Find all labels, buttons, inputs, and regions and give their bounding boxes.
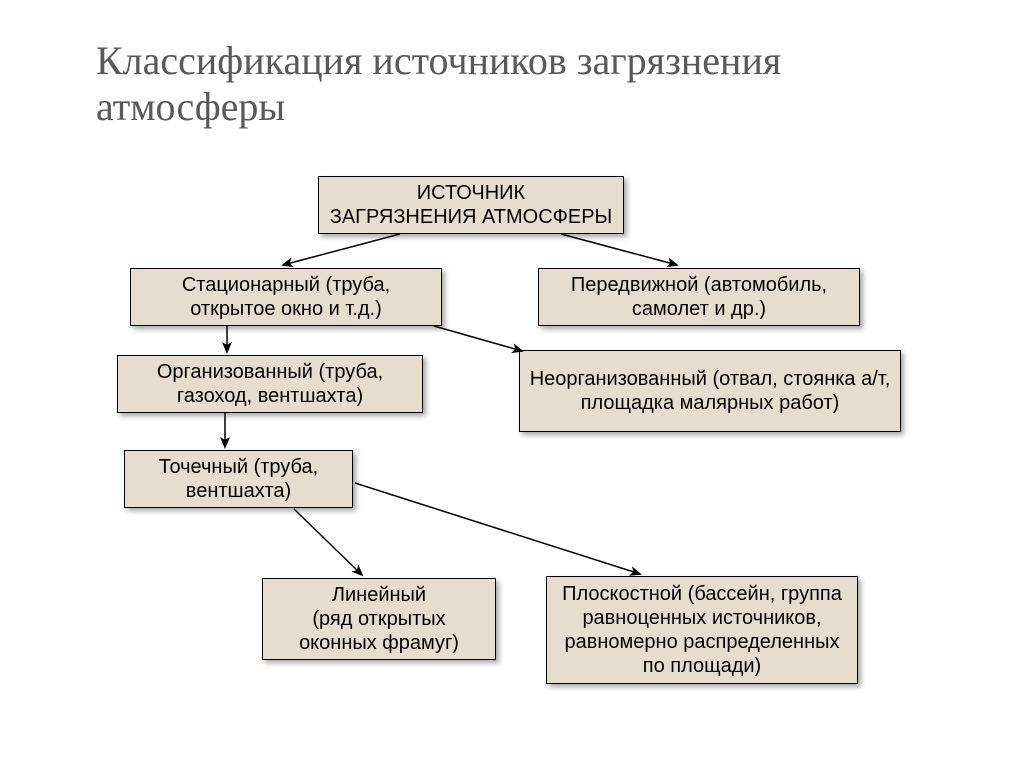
node-label: Стационарный (труба, открытое окно и т.д… bbox=[139, 273, 433, 321]
node-label: Плоскостной (бассейн, группа равноценных… bbox=[555, 582, 849, 678]
node-organized: Организованный (труба, газоход, вентшахт… bbox=[117, 355, 423, 413]
edge-5 bbox=[294, 509, 362, 575]
slide-title: Классификация источников загрязнения атм… bbox=[96, 38, 916, 130]
node-label: Неорганизованный (отвал, стоянка а/т, пл… bbox=[528, 367, 892, 415]
edge-6 bbox=[355, 483, 640, 574]
node-label: Линейный (ряд открытых оконных фрамуг) bbox=[271, 583, 487, 655]
node-label: Организованный (труба, газоход, вентшахт… bbox=[126, 360, 414, 408]
node-unorganized: Неорганизованный (отвал, стоянка а/т, пл… bbox=[519, 350, 901, 432]
node-mobile: Передвижной (автомобиль, самолет и др.) bbox=[538, 268, 860, 326]
edge-3 bbox=[434, 326, 522, 351]
node-label: Передвижной (автомобиль, самолет и др.) bbox=[547, 273, 851, 321]
edge-0 bbox=[283, 234, 400, 265]
node-label: Точечный (труба, вентшахта) bbox=[133, 455, 344, 503]
node-root: ИСТОЧНИК ЗАГРЯЗНЕНИЯ АТМОСФЕРЫ bbox=[318, 176, 624, 234]
node-stationary: Стационарный (труба, открытое окно и т.д… bbox=[130, 268, 442, 326]
node-planar: Плоскостной (бассейн, группа равноценных… bbox=[546, 576, 858, 684]
node-linear: Линейный (ряд открытых оконных фрамуг) bbox=[262, 578, 496, 660]
node-point: Точечный (труба, вентшахта) bbox=[124, 450, 353, 508]
edge-1 bbox=[561, 234, 677, 265]
node-label: ИСТОЧНИК ЗАГРЯЗНЕНИЯ АТМОСФЕРЫ bbox=[330, 181, 613, 229]
